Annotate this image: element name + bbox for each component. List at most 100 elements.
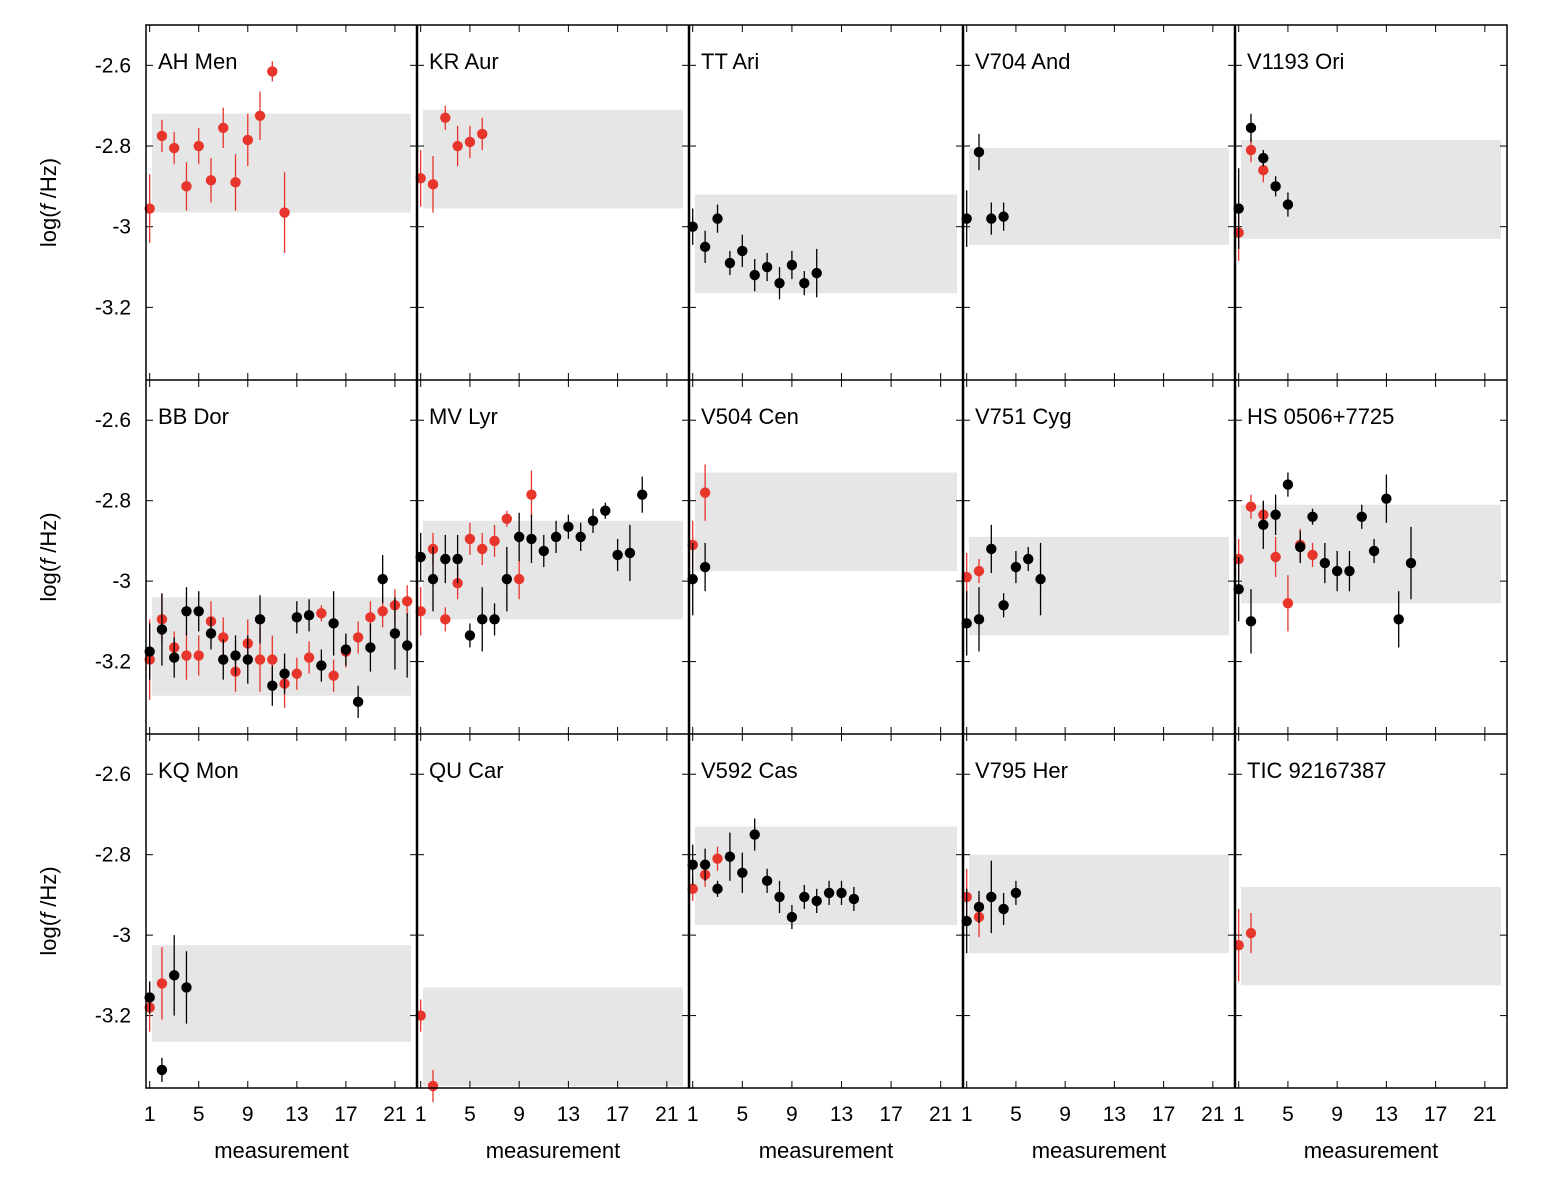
x-tick-label: 1 (1233, 1103, 1245, 1126)
red-point (526, 489, 537, 500)
red-point (513, 573, 525, 585)
range-band (423, 109, 683, 209)
red-point (1245, 927, 1257, 939)
black-point (973, 146, 985, 158)
x-tick-label: 21 (383, 1103, 406, 1126)
panel-13: V795 Her (961, 734, 1235, 1088)
panel-5: BB Dor (144, 380, 417, 734)
black-point (986, 891, 997, 903)
black-point (193, 606, 204, 617)
range-band (969, 148, 1229, 245)
red-point (464, 136, 476, 148)
red-point (230, 177, 241, 188)
black-point (352, 696, 364, 708)
red-point (477, 543, 488, 555)
panel-title: KR Aur (429, 49, 499, 74)
x-tick-label: 9 (1331, 1103, 1343, 1126)
panel-title: V504 Cen (701, 404, 799, 429)
black-point (489, 614, 500, 625)
x-tick-label: 1 (687, 1103, 699, 1126)
x-tick-label: 9 (242, 1103, 254, 1126)
black-point (464, 630, 476, 641)
black-point (401, 640, 413, 651)
x-tick-label: 13 (557, 1103, 580, 1126)
red-point (464, 533, 476, 545)
black-point (477, 614, 488, 625)
red-point (205, 175, 217, 186)
y-tick-label: -2.8 (95, 844, 131, 867)
black-point (712, 883, 723, 895)
black-point (1356, 511, 1367, 522)
red-point (1258, 165, 1269, 176)
panel-title: HS 0506+7725 (1247, 404, 1394, 429)
black-point (986, 543, 997, 555)
black-point (811, 267, 822, 279)
black-point (181, 982, 192, 993)
black-point (998, 211, 1009, 222)
x-tick-label: 1 (415, 1103, 427, 1126)
x-axis-label: measurement (214, 1138, 349, 1163)
black-point (254, 614, 266, 625)
y-tick-label: -2.6 (95, 409, 131, 432)
red-point (193, 650, 204, 661)
x-tick-label: 5 (1010, 1103, 1022, 1126)
red-point (193, 140, 204, 152)
black-point (328, 618, 339, 629)
x-axis-label: measurement (486, 1138, 621, 1163)
x-tick-label: 13 (830, 1103, 853, 1126)
red-point (501, 513, 513, 524)
panel-title: BB Dor (158, 404, 229, 429)
black-point (291, 612, 303, 623)
panel-12: V592 Cas (687, 734, 963, 1088)
y-axis-label: log(f /Hz) (36, 866, 61, 955)
black-point (1282, 199, 1294, 210)
black-point (1270, 181, 1281, 192)
y-axis-label: log(f /Hz) (36, 512, 61, 601)
red-point (427, 1080, 439, 1092)
black-point (144, 646, 155, 657)
black-point (712, 213, 723, 224)
black-point (600, 505, 611, 516)
black-point (267, 680, 278, 691)
black-point (144, 992, 155, 1003)
red-point (267, 654, 278, 665)
red-point (712, 853, 723, 864)
black-point (811, 895, 822, 907)
panel-3: V704 And (961, 25, 1235, 380)
red-point (401, 596, 413, 607)
red-point (218, 632, 229, 643)
y-tick-label: -3.2 (95, 1005, 131, 1028)
red-point (144, 203, 155, 214)
black-point (786, 911, 798, 923)
panel-title: TIC 92167387 (1247, 758, 1386, 783)
black-point (749, 269, 760, 281)
panel-title: V795 Her (975, 758, 1068, 783)
red-point (452, 140, 463, 152)
y-tick-label: -3 (112, 924, 131, 947)
panel-14: TIC 92167387 (1233, 734, 1507, 1088)
black-point (242, 654, 253, 665)
black-point (848, 893, 860, 905)
x-tick-label: 17 (879, 1103, 902, 1126)
black-point (501, 573, 513, 585)
black-point (724, 851, 736, 862)
range-band (152, 945, 411, 1042)
black-point (389, 628, 401, 639)
black-point (699, 561, 711, 573)
black-point (1258, 519, 1269, 531)
red-point (427, 179, 439, 190)
panel-8: V751 Cyg (961, 380, 1235, 734)
black-point (973, 901, 985, 913)
panel-11: QU Car (415, 734, 689, 1103)
black-point (1258, 152, 1269, 164)
black-point (761, 261, 773, 273)
black-point (377, 573, 388, 585)
red-point (242, 134, 253, 146)
black-point (1035, 573, 1046, 585)
range-band (969, 854, 1229, 954)
range-band (1241, 139, 1501, 239)
panel-title: KQ Mon (158, 758, 239, 783)
black-point (1344, 565, 1355, 577)
x-tick-label: 17 (334, 1103, 357, 1126)
black-point (340, 644, 352, 655)
